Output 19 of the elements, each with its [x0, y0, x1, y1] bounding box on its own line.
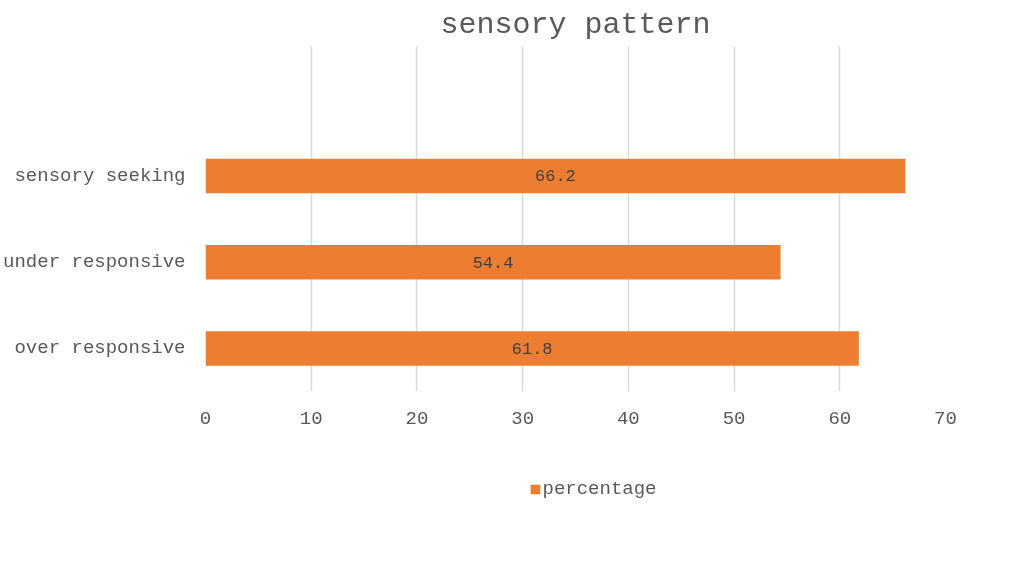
x-tick-label: 30 [511, 407, 535, 430]
chart-title: sensory pattern [440, 7, 711, 42]
bar [205, 331, 859, 366]
x-tick-label: 0 [199, 407, 212, 430]
x-tick-label: 60 [828, 407, 852, 430]
data-label: 66.2 [535, 167, 576, 187]
y-tick-label: sensory seeking [14, 164, 186, 187]
x-tick-label: 70 [934, 407, 957, 430]
data-label: 61.8 [511, 339, 553, 359]
bar [205, 158, 906, 194]
bar [205, 244, 781, 280]
y-tick-label: over responsive [14, 337, 186, 360]
y-tick-label: under responsive [3, 251, 186, 274]
x-tick-label: 50 [722, 407, 746, 430]
data-label: 54.4 [472, 253, 514, 273]
x-tick-label: 40 [616, 407, 640, 430]
x-tick-label: 10 [299, 407, 323, 430]
x-tick-label: 20 [405, 407, 429, 430]
legend-label: percentage [542, 477, 657, 500]
